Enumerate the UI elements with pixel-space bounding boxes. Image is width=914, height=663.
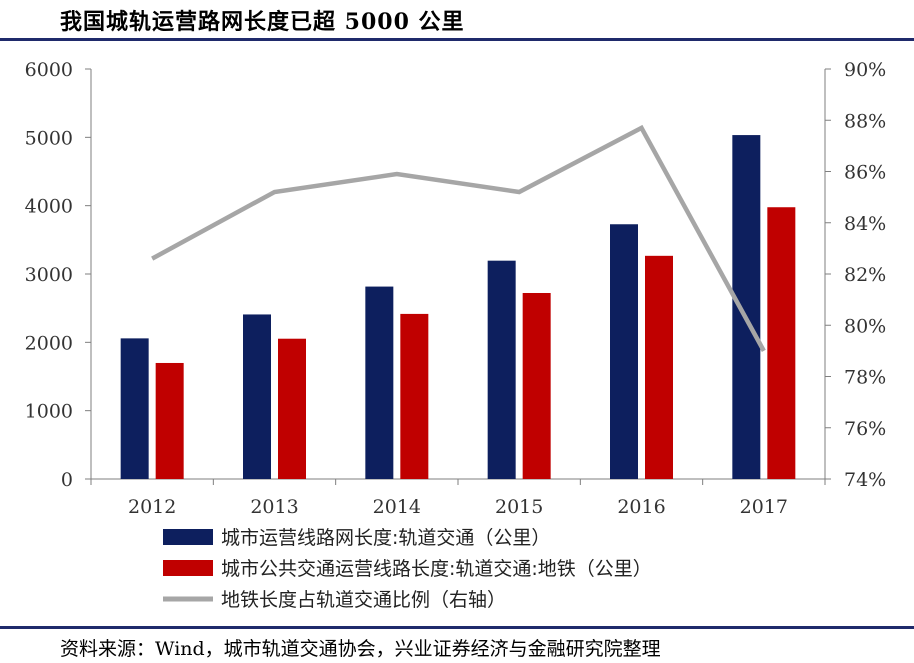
metro-ratio-line xyxy=(151,124,766,352)
bar-network-length xyxy=(120,338,149,479)
title-rule xyxy=(0,38,914,41)
bar-metro-length xyxy=(400,313,429,479)
y-tick-label: 1000 xyxy=(25,401,73,423)
bar-metro-length xyxy=(645,255,673,479)
x-tick-label: 2013 xyxy=(250,496,298,518)
y2-tick-label: 82% xyxy=(844,264,886,286)
chart-svg: 0 1000 2000 3000 4000 5000 6000 74% 76% 78% 80% 82%… xyxy=(25,59,887,611)
source-rule xyxy=(0,626,914,629)
bar-metro-length xyxy=(278,338,306,479)
x-tick-label: 2014 xyxy=(373,496,421,518)
bar-metro-length xyxy=(155,362,184,479)
bar-metro-length xyxy=(522,292,551,479)
source-note: 资料来源：Wind，城市轨道交通协会，兴业证券经济与金融研究院整理 xyxy=(60,638,661,660)
y-tick-label: 2000 xyxy=(25,332,73,354)
legend-label: 城市运营线路网长度:轨道交通（公里） xyxy=(221,527,550,549)
y-tick-label: 3000 xyxy=(25,264,73,286)
y2-tick-label: 84% xyxy=(844,213,886,235)
bar-network-length xyxy=(610,224,638,479)
chart-title: 我国城轨运营路网长度已超 5000 公里 xyxy=(60,9,465,35)
bar-network-length xyxy=(243,314,271,479)
bar-metro-length xyxy=(767,207,796,479)
x-tick-label: 2016 xyxy=(617,496,665,518)
y2-tick-label: 86% xyxy=(844,162,886,184)
legend-swatch xyxy=(163,560,213,576)
y2-tick-label: 80% xyxy=(844,315,886,337)
y2-tick-label: 78% xyxy=(844,367,886,389)
legend-swatch xyxy=(163,529,213,545)
bar-network-length xyxy=(487,260,516,479)
y-tick-label: 5000 xyxy=(25,127,73,149)
bar-network-length xyxy=(365,286,394,479)
x-tick-label: 2015 xyxy=(495,496,543,518)
y2-tick-label: 90% xyxy=(844,59,886,81)
y2-tick-label: 76% xyxy=(844,418,886,440)
legend-label: 城市公共交通运营线路长度:轨道交通:地铁（公里） xyxy=(221,558,652,580)
x-tick-label: 2017 xyxy=(740,496,788,518)
y-tick-label: 0 xyxy=(61,469,73,491)
legend-label: 地铁长度占轨道交通比例（右轴） xyxy=(221,589,506,611)
bar-network-length xyxy=(732,135,761,479)
y2-tick-label: 88% xyxy=(844,110,886,132)
x-tick-label: 2012 xyxy=(128,496,176,518)
y2-tick-label: 74% xyxy=(844,469,886,491)
y-tick-label: 4000 xyxy=(25,196,73,218)
y-tick-label: 6000 xyxy=(25,59,73,81)
